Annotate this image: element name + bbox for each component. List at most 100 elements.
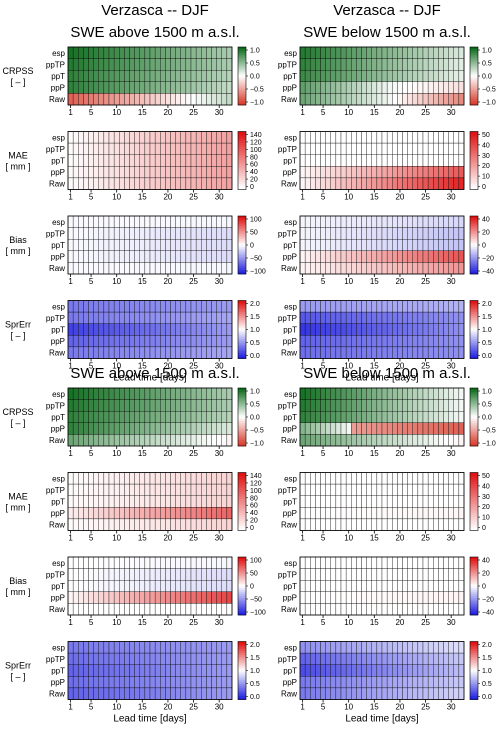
heatmap-cell xyxy=(201,687,207,700)
heatmap-cell xyxy=(433,131,439,144)
x-tick-label: 5 xyxy=(321,618,326,627)
heatmap-cell xyxy=(386,568,393,581)
heatmap-cell xyxy=(88,262,94,275)
heatmap-cell xyxy=(190,81,197,94)
heatmap-cell xyxy=(211,664,217,677)
heatmap-cell xyxy=(371,483,378,496)
heatmap-cell xyxy=(402,676,408,689)
heatmap-cell xyxy=(397,483,403,496)
heatmap-cell xyxy=(216,687,222,700)
heatmap-cell xyxy=(397,676,403,689)
heatmap-cell xyxy=(154,495,161,508)
heatmap-cell xyxy=(88,300,94,313)
heatmap-cell xyxy=(310,142,316,155)
heatmap-cell xyxy=(356,591,362,604)
heatmap-cell xyxy=(381,58,388,71)
colorbar-step xyxy=(470,317,478,321)
heatmap-cell xyxy=(361,323,367,336)
heatmap-cell xyxy=(397,495,403,508)
heatmap-cell xyxy=(443,346,449,359)
heatmap-cell xyxy=(433,215,439,228)
metric-unit: [ mm ] xyxy=(6,246,31,256)
heatmap-cell xyxy=(356,58,362,71)
colorbar-step xyxy=(238,95,246,98)
heatmap-cell xyxy=(88,177,94,190)
heatmap-cell xyxy=(211,411,217,423)
colorbar-step xyxy=(238,216,246,219)
heatmap-cell xyxy=(310,215,316,228)
heatmap-cell xyxy=(78,239,84,251)
metric-label: MAE xyxy=(8,492,28,502)
heatmap-cell xyxy=(211,676,217,689)
heatmap-cell xyxy=(180,346,187,359)
heatmap-cell xyxy=(93,495,99,508)
heatmap-cell xyxy=(129,507,135,520)
colorbar-step xyxy=(238,645,246,648)
colorbar-step xyxy=(238,243,246,246)
heatmap-cell xyxy=(366,399,372,412)
heatmap-cell xyxy=(72,311,79,324)
heatmap-cell xyxy=(325,411,331,423)
heatmap-cell xyxy=(361,472,367,485)
heatmap-cell xyxy=(149,46,156,59)
heatmap-cell xyxy=(103,311,110,324)
heatmap-cell xyxy=(422,154,429,167)
colorbar-step xyxy=(470,183,478,186)
heatmap-cell xyxy=(448,142,454,155)
colorbar-step xyxy=(470,95,478,98)
heatmap-cell xyxy=(335,580,342,592)
heatmap-cell xyxy=(412,591,419,604)
heatmap-cell xyxy=(221,154,228,167)
heatmap-cell xyxy=(67,556,74,569)
heatmap-cell xyxy=(154,687,161,700)
colorbar-step xyxy=(470,272,478,275)
heatmap-cell xyxy=(371,603,378,616)
heatmap-cell xyxy=(407,664,413,677)
colorbar-step xyxy=(470,254,478,257)
colorbar-step xyxy=(470,74,478,77)
heatmap-cell xyxy=(340,518,347,531)
heatmap-cell xyxy=(144,81,151,94)
heatmap-cell xyxy=(175,300,181,313)
heatmap-cell xyxy=(325,215,331,228)
colorbar-tick-label: −20 xyxy=(482,597,494,604)
heatmap-cell xyxy=(381,177,388,190)
colorbar-step xyxy=(238,589,246,593)
x-tick-label: 5 xyxy=(321,449,326,458)
heatmap-cell xyxy=(103,131,110,144)
heatmap-cell xyxy=(206,262,212,275)
heatmap-cell xyxy=(371,399,378,412)
colorbar-step xyxy=(238,160,246,163)
heatmap-cell xyxy=(345,300,352,313)
heatmap-cell xyxy=(185,556,192,569)
heatmap-cell xyxy=(124,472,130,485)
heatmap-cell xyxy=(78,434,84,447)
heatmap-cell xyxy=(325,422,331,435)
heatmap-cell xyxy=(72,346,79,359)
heatmap-cell xyxy=(345,518,352,531)
x-tick-label: 30 xyxy=(447,362,456,371)
heatmap-cell xyxy=(443,422,449,435)
heatmap-cell xyxy=(310,250,316,263)
heatmap-cell xyxy=(98,518,105,531)
heatmap-cell xyxy=(427,652,434,665)
heatmap-cell xyxy=(165,166,171,179)
heatmap-cell xyxy=(83,311,89,324)
colorbar-step xyxy=(238,148,246,152)
heatmap-cell xyxy=(443,70,449,82)
heatmap-cell xyxy=(299,568,306,581)
heatmap-cell xyxy=(453,177,460,190)
heatmap-cell xyxy=(304,93,311,106)
heatmap-cell xyxy=(412,346,419,359)
heatmap-cell xyxy=(335,166,342,179)
heatmap-cell xyxy=(371,411,378,423)
heatmap-cell xyxy=(149,641,156,654)
heatmap-cell xyxy=(458,483,465,496)
heatmap-cell xyxy=(93,262,99,275)
heatmap-cell xyxy=(376,154,383,167)
heatmap-cell xyxy=(129,603,135,616)
colorbar-step xyxy=(470,528,478,531)
colorbar-step xyxy=(470,160,478,163)
heatmap-cell xyxy=(402,664,408,677)
